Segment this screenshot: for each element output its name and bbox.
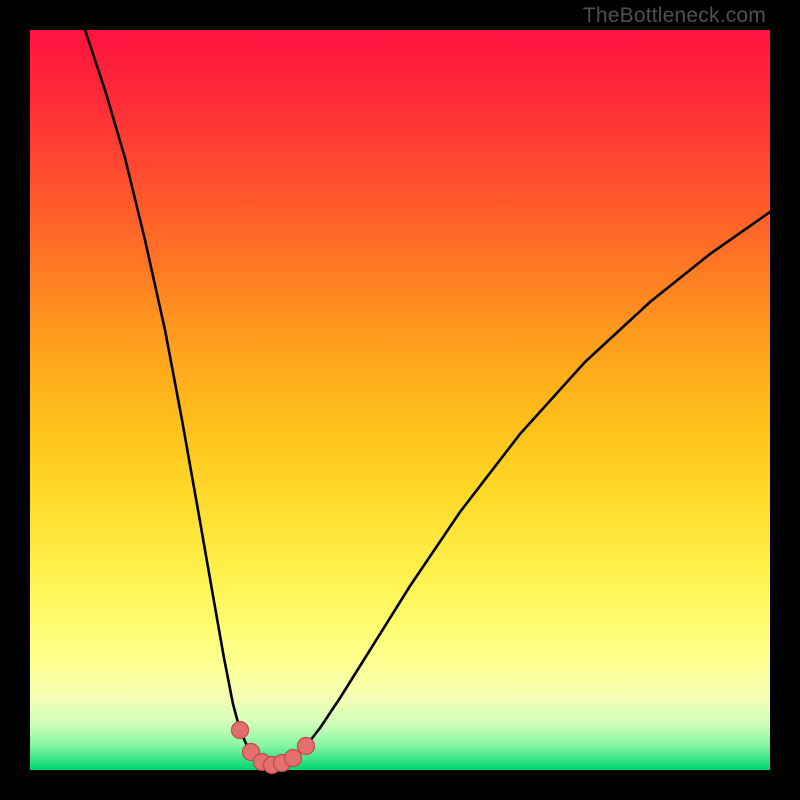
chart-frame: TheBottleneck.com [0,0,800,800]
curve-marker [285,750,302,767]
curve-marker [232,722,249,739]
plot-area [30,30,770,770]
curve-marker [298,738,315,755]
watermark-text: TheBottleneck.com [583,4,766,28]
bottleneck-curve [30,30,770,770]
